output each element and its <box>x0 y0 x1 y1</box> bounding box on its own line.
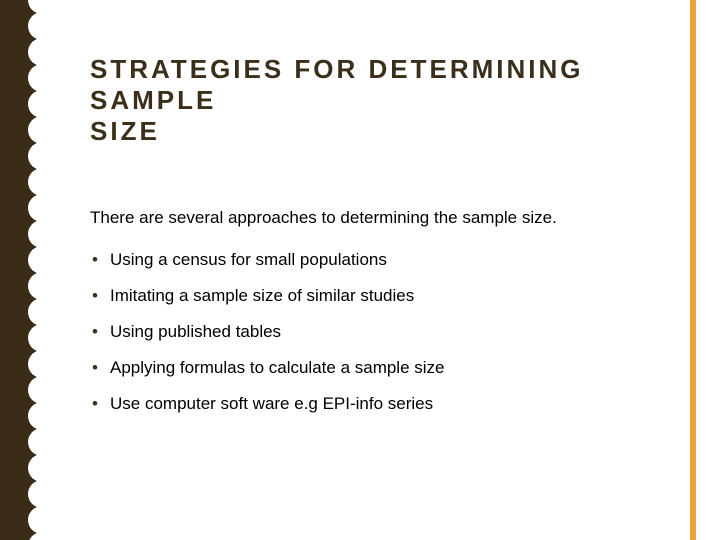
scallop-circle <box>28 428 56 456</box>
bullet-item: Using published tables <box>90 322 650 342</box>
scallop-circle <box>28 532 56 540</box>
scallop-circle <box>28 454 56 482</box>
scallop-circle <box>28 12 56 40</box>
bullet-item: Using a census for small populations <box>90 250 650 270</box>
scallop-circle <box>28 272 56 300</box>
scallop-circle <box>28 64 56 92</box>
scallop-column <box>28 0 56 540</box>
bullet-item: Applying formulas to calculate a sample … <box>90 358 650 378</box>
scallop-circle <box>28 38 56 66</box>
bullet-list: Using a census for small populations Imit… <box>90 250 650 414</box>
scallop-circle <box>28 350 56 378</box>
bullet-item: Imitating a sample size of similar studi… <box>90 286 650 306</box>
scallop-circle <box>28 142 56 170</box>
scallop-circle <box>28 298 56 326</box>
scallop-circle <box>28 480 56 508</box>
scallop-circle <box>28 90 56 118</box>
scallop-circle <box>28 246 56 274</box>
scallop-circle <box>28 168 56 196</box>
scallop-circle <box>28 194 56 222</box>
right-accent-stripe <box>690 0 696 540</box>
content-area: STRATEGIES FOR DETERMINING SAMPLE SIZE T… <box>90 54 650 430</box>
scallop-circle <box>28 116 56 144</box>
slide-title: STRATEGIES FOR DETERMINING SAMPLE SIZE <box>90 54 650 148</box>
scallop-circle <box>28 506 56 534</box>
left-scalloped-band <box>0 0 42 540</box>
scallop-circle <box>28 376 56 404</box>
scallop-circle <box>28 220 56 248</box>
intro-text: There are several approaches to determin… <box>90 208 650 228</box>
scallop-circle <box>28 324 56 352</box>
bullet-item: Use computer soft ware e.g EPI-info seri… <box>90 394 650 414</box>
scallop-circle <box>28 402 56 430</box>
slide: STRATEGIES FOR DETERMINING SAMPLE SIZE T… <box>0 0 720 540</box>
